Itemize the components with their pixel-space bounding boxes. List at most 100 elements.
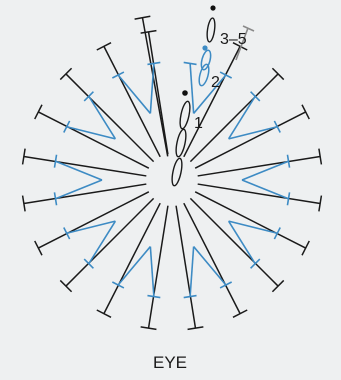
outer-stitch-7 [194,191,306,249]
outer-stitch-2 [183,46,241,158]
outer-stitch-4-top [301,104,310,120]
outer-stitch-20-top [140,29,157,34]
inner-stitch-3-b-top [286,192,291,206]
chain-loop-round2-a [198,63,210,87]
row-label-2: 2 [211,74,220,91]
inner-stitch-9-b-top [83,91,94,102]
inner-stitch-4-b-top [250,258,261,269]
inner-stitch-6-a-top [147,294,161,299]
inner-stitch-2-a [227,95,256,140]
outer-stitch-5 [197,155,321,177]
inner-stitch-5-a-top [219,281,233,289]
inner-stitch-9-a-top [63,120,71,133]
row-label-1: 1 [194,115,203,132]
outer-stitch-16 [23,155,147,177]
outer-stitch-2-top [232,42,248,51]
chain-loop-3 [179,100,191,130]
outer-stitch-15 [23,183,147,205]
round-1-start-dot [182,90,188,96]
outer-stitches [21,15,323,331]
outer-stitch-11-top [140,326,157,331]
inner-stitch-4-a-top [273,227,281,240]
outer-stitch-18 [65,73,155,163]
inner-stitch-10-b-top [147,61,161,66]
inner-stitch-3-a-top [286,154,291,168]
outer-stitch-5-top [318,148,323,165]
inner-stitch-5-b [189,246,195,297]
diagram-title: EYE [153,353,187,372]
inner-stitch-5-b-top [183,294,197,299]
row-label-3-5: 3–5 [220,31,247,48]
inner-stitch-6-b-top [111,281,125,289]
outer-stitch-12-top [96,309,112,318]
outer-stitch-16-top [21,148,26,165]
outer-stitch-8 [189,197,279,287]
round-3-start-dot [210,5,216,11]
chain-loop-2 [175,128,187,158]
inner-stitch-2-a-top [250,91,261,102]
inner-stitch-6-b [117,246,151,286]
round-2-start-dot [202,45,208,51]
inner-stitch-10-a [117,74,151,114]
outer-stitch-9-top [232,309,248,318]
inner-stitch-2-b [228,125,278,140]
inner-stitch-2-b-top [273,120,281,133]
inner-stitch-9-a [66,125,116,140]
inner-stitch-10-a-top [111,71,125,79]
outer-stitch-10 [175,205,197,329]
inner-stitch-8-b [55,160,103,181]
outer-stitch-6 [197,183,321,205]
chain-loop-1 [171,157,183,187]
outer-stitch-11 [147,205,169,329]
inner-stitch-7-b-top [63,227,71,240]
inner-stitch-8-a-top [53,192,58,206]
outer-stitch-20 [147,31,169,155]
outer-stitch-15-top [21,195,26,212]
chain-loop-round3 [206,17,216,43]
outer-stitch-13-top [59,279,73,293]
inner-stitch-6-a [149,246,155,297]
outer-stitch-12 [103,202,161,314]
inner-stitch-3-b [241,179,289,200]
inner-stitch-4-a [228,220,278,235]
outer-stitch-18-top [59,67,73,81]
inner-stitch-5-a [193,246,227,286]
outer-stitch-19-top [96,42,112,51]
outer-stitch-3-top [271,67,285,81]
outer-stitch-1 [141,17,169,157]
inner-stitch-7-a-top [83,258,94,269]
outer-stitch-17-top [34,104,43,120]
inner-stitch-7-a [88,220,117,265]
inner-stitches [53,61,291,299]
outer-stitch-3 [189,73,279,163]
outer-stitch-9 [183,202,241,314]
center-row-start-chain [171,5,255,187]
outer-stitch-13 [65,197,155,287]
inner-stitch-7-b [66,220,116,235]
outer-stitch-14-top [34,240,43,256]
outer-stitch-1-top [134,15,151,20]
outer-stitch-7-top [301,240,310,256]
outer-stitch-17 [38,111,150,169]
inner-stitch-8-b-top [53,154,58,168]
row3-accent-post [235,27,249,61]
outer-stitch-14 [38,191,150,249]
inner-stitch-1-b-top [219,71,233,79]
row3-accent-crossbar [242,25,255,32]
inner-stitch-8-a [55,179,103,200]
outer-stitch-8-top [271,279,285,293]
inner-stitch-1-a-top [183,61,197,66]
inner-stitch-10-b [149,63,155,114]
outer-stitch-19 [103,46,161,158]
inner-stitch-1-a [189,63,195,114]
inner-stitch-1-b [193,74,227,114]
inner-stitch-9-b [88,95,117,140]
chain-loop-round2-b [200,49,212,71]
outer-stitch-10-top [187,326,204,331]
inner-stitch-3-a [241,160,289,181]
outer-stitch-4 [194,111,306,169]
outer-stitch-6-top [318,195,323,212]
inner-stitch-4-b [227,220,256,265]
